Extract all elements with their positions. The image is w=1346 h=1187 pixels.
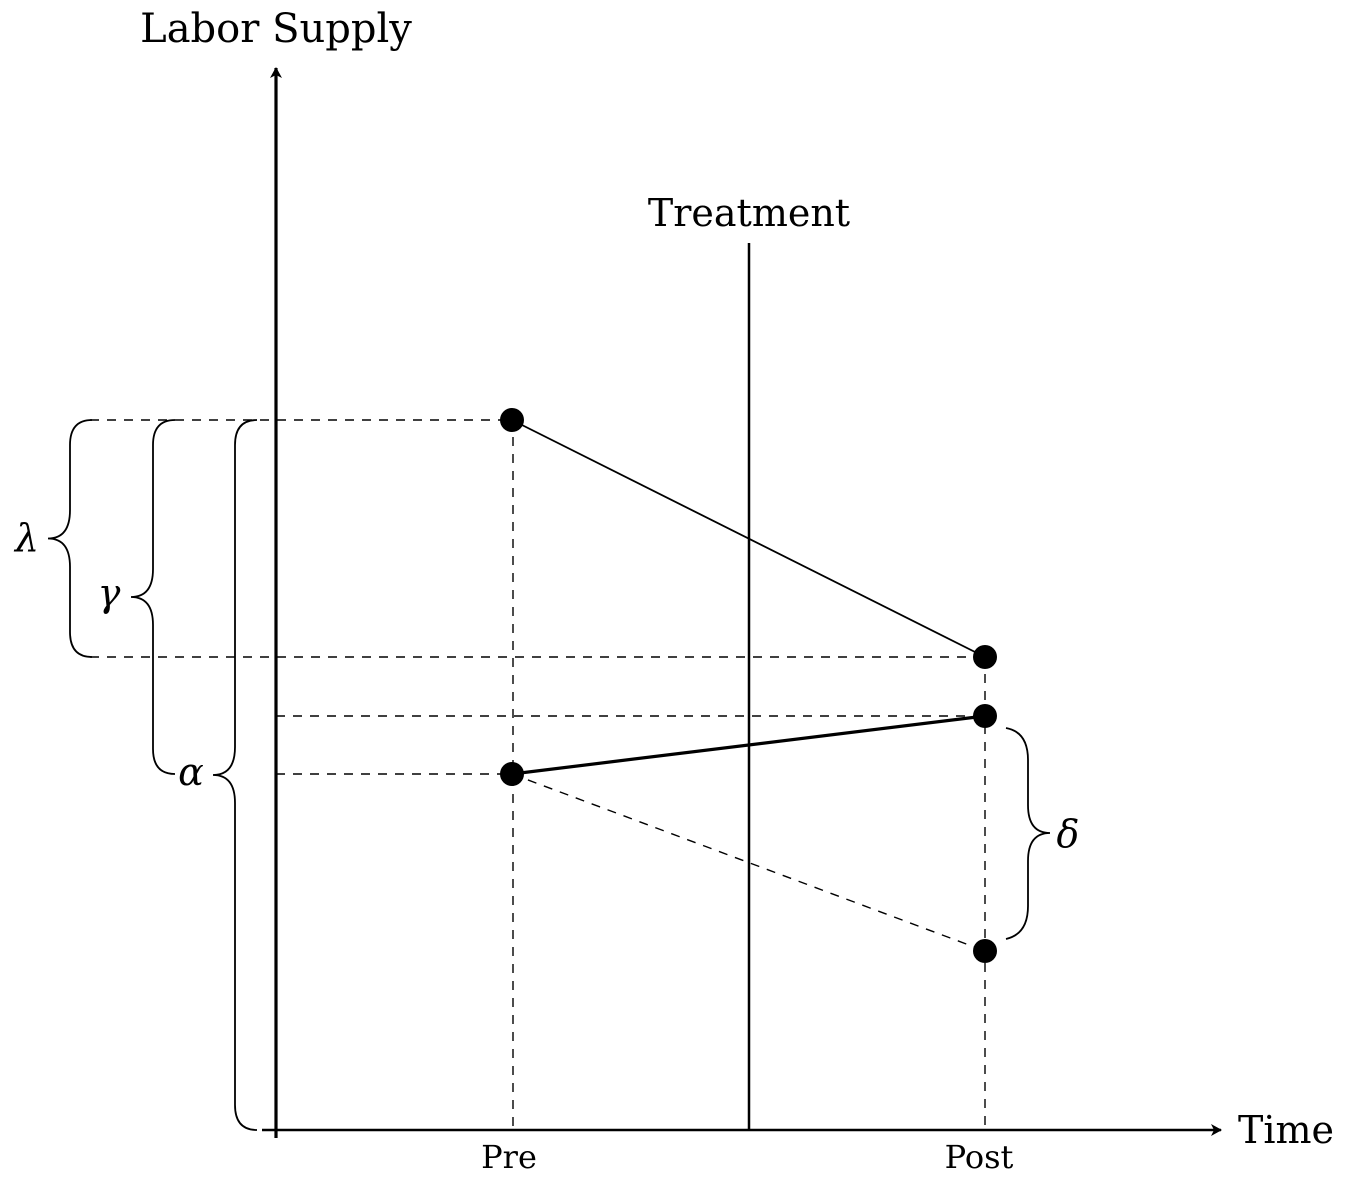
treatment-label: Treatment: [648, 191, 850, 235]
control-group-line: [511, 419, 986, 658]
label-alpha: α: [178, 750, 204, 794]
brace-alpha: [212, 419, 258, 1131]
point-treated-pre: [500, 762, 524, 786]
point-control-pre: [500, 408, 524, 432]
y-axis-title: Labor Supply: [140, 6, 412, 52]
brace-gamma: [130, 419, 176, 775]
tick-post: Post: [945, 1138, 1014, 1176]
label-lambda: λ: [13, 516, 39, 560]
brace-delta: [1005, 727, 1051, 940]
point-control-post: [973, 645, 997, 669]
treatment-group-line: [511, 714, 986, 776]
point-treated-post: [973, 704, 997, 728]
tick-pre: Pre: [481, 1138, 537, 1176]
label-delta: δ: [1057, 812, 1080, 856]
x-axis-title: Time: [1238, 1108, 1334, 1152]
label-gamma: γ: [98, 571, 121, 615]
brace-lambda: [47, 419, 93, 658]
point-counterfactual-post: [973, 939, 997, 963]
